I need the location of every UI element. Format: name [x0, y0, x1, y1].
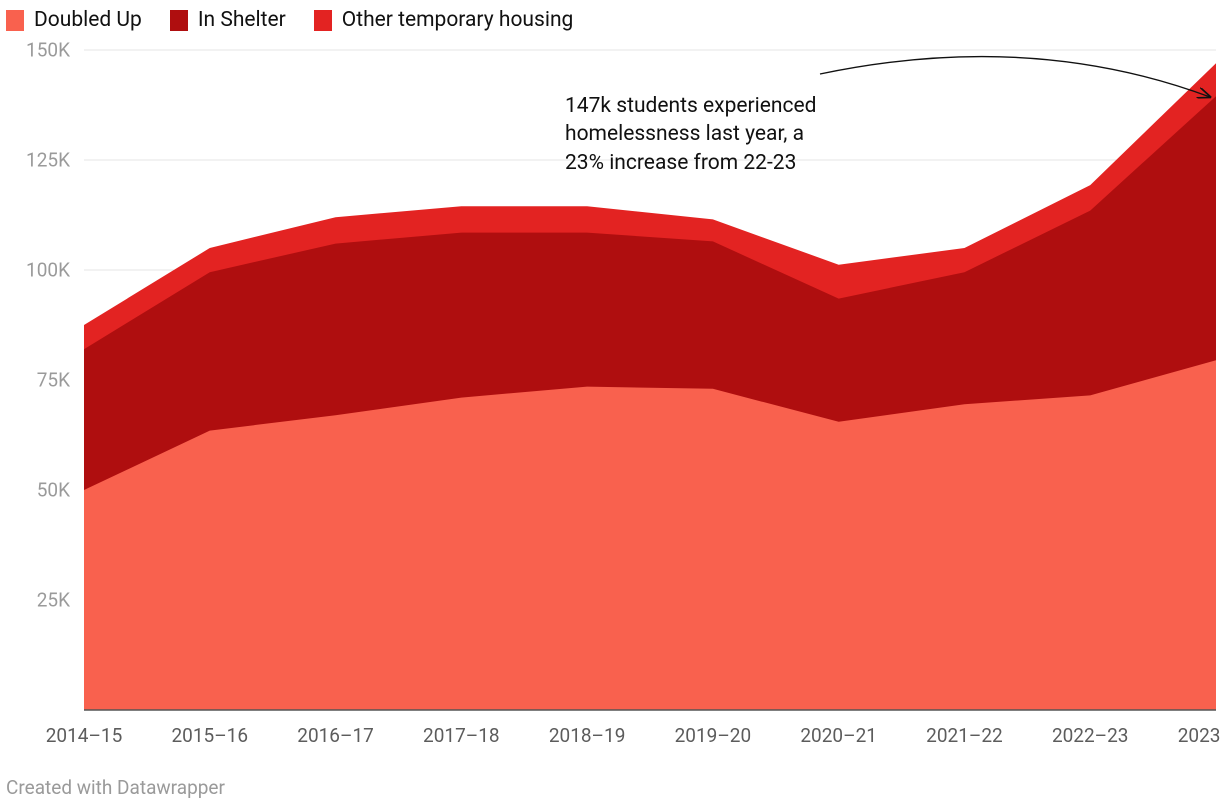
x-axis-label: 2023–24 — [1178, 724, 1220, 747]
x-axis-label: 2015–16 — [171, 724, 248, 747]
chart-container: Doubled UpIn ShelterOther temporary hous… — [0, 0, 1220, 806]
x-axis-label: 2016–17 — [297, 724, 374, 747]
annotation-line: 23% increase from 22-23 — [565, 149, 816, 177]
annotation-line: 147k students experienced — [565, 92, 816, 120]
x-axis-label: 2022–23 — [1052, 724, 1129, 747]
x-axis-label: 2014–15 — [46, 724, 123, 747]
x-axis-label: 2021–22 — [926, 724, 1003, 747]
x-axis-label: 2020–21 — [800, 724, 877, 747]
annotation-arrow — [820, 57, 1210, 97]
annotation-text: 147k students experiencedhomelessness la… — [565, 92, 816, 177]
credit-text: Created with Datawrapper — [6, 776, 225, 799]
x-axis-label: 2017–18 — [423, 724, 500, 747]
annotation-line: homelessness last year, a — [565, 120, 816, 148]
x-axis-label: 2019–20 — [675, 724, 752, 747]
x-axis-label: 2018–19 — [549, 724, 626, 747]
